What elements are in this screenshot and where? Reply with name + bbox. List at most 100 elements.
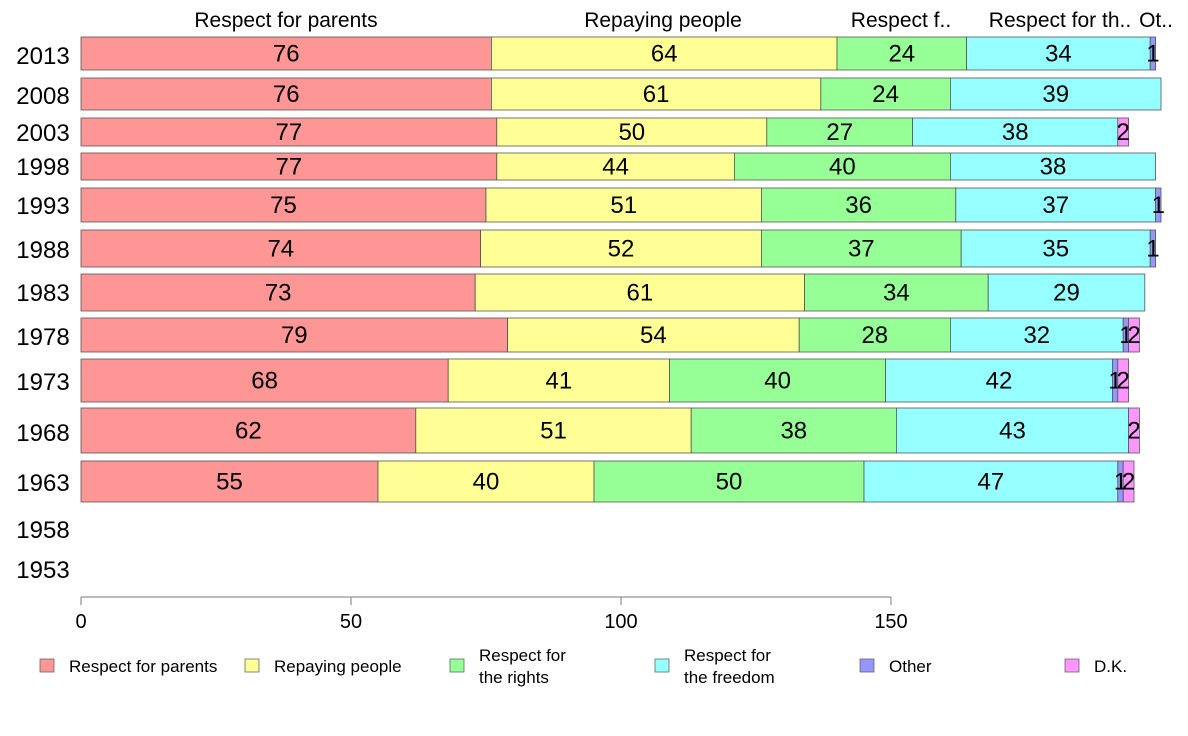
category-label-1978: 1978 [16, 324, 69, 351]
bar-2008-repaying-people [490, 77, 822, 111]
bar-1993-respect-for-the-rights [761, 187, 957, 223]
legend-swatch-other [859, 658, 875, 673]
data-label-1983-repaying-people: 61 [627, 280, 654, 307]
bar-1973-d-k [1117, 358, 1130, 403]
legend-item-repaying-people: Repaying people [244, 657, 402, 676]
data-label-1983-respect-for-the-rights: 34 [883, 280, 910, 307]
bar-1988-respect-for-the-freedom [960, 229, 1151, 268]
data-label-1988-respect-for-the-rights: 37 [848, 236, 875, 263]
data-label-2008-respect-for-parents: 76 [273, 81, 300, 108]
x-tick-label-150: 150 [874, 611, 907, 633]
bar-1998-respect-for-parents [80, 152, 498, 181]
bar-1968-repaying-people [415, 407, 692, 454]
legend-swatch-respect-for-parents [39, 658, 55, 673]
legend-label-respect-for-parents: Respect for parents [69, 657, 217, 676]
bar-1973-respect-for-the-freedom [885, 358, 1113, 403]
data-label-1968-respect-for-the-freedom: 43 [999, 418, 1026, 445]
data-label-1998-repaying-people: 44 [602, 154, 629, 181]
column-header-repaying-people: Repaying people [584, 9, 742, 32]
bar-1983-respect-for-the-rights [804, 273, 989, 312]
legend-swatch-repaying-people [244, 658, 260, 673]
data-label-2003-repaying-people: 50 [618, 119, 645, 146]
bar-2003-repaying-people [496, 117, 768, 147]
bar-2013-repaying-people [490, 36, 838, 71]
legend-item-d-k: D.K. [1064, 657, 1127, 676]
bar-2013-respect-for-parents [80, 36, 492, 71]
bar-1993-other [1155, 187, 1162, 223]
legend-item-respect-for-parents: Respect for parents [39, 657, 217, 676]
data-label-1993-other: 1 [1152, 192, 1165, 219]
data-label-2008-respect-for-the-freedom: 39 [1042, 81, 1069, 108]
bar-1973-respect-for-the-rights [669, 358, 886, 403]
bar-1993-respect-for-parents [80, 187, 487, 223]
bar-1998-repaying-people [496, 152, 735, 181]
bar-2008-respect-for-the-freedom [950, 77, 1162, 111]
data-label-1963-d-k: 2 [1122, 469, 1135, 496]
legend-swatch-d-k [1064, 658, 1080, 673]
x-tick-label-50: 50 [340, 611, 362, 633]
bar-1973-respect-for-parents [80, 358, 449, 403]
bar-1993-repaying-people [485, 187, 762, 223]
column-header-ot: Ot.. [1139, 9, 1173, 32]
bar-2003-respect-for-the-rights [766, 117, 913, 147]
legend-item-respect-for-the-rights: Respect for the rights [449, 646, 566, 687]
data-label-1988-respect-for-the-freedom: 35 [1042, 236, 1069, 263]
legend: Respect for parents Repaying people Respec… [39, 646, 1127, 687]
category-label-1973: 1973 [16, 369, 69, 396]
column-headers: Respect for parents Repaying people Respec… [194, 9, 1173, 32]
legend-item-other: Other [859, 657, 932, 676]
data-label-1983-respect-for-the-freedom: 29 [1053, 280, 1080, 307]
bar-2003-respect-for-parents [80, 117, 498, 147]
column-header-respect-for-th: Respect for th.. [989, 9, 1131, 32]
data-label-1968-respect-for-parents: 62 [235, 418, 262, 445]
legend-label-other: Other [889, 657, 932, 676]
data-label-1998-respect-for-the-freedom: 38 [1040, 154, 1067, 181]
x-tick-label-100: 100 [604, 611, 637, 633]
bar-1963-respect-for-parents [80, 460, 379, 503]
category-label-2008: 2008 [16, 83, 69, 110]
data-label-1988-respect-for-parents: 74 [267, 236, 294, 263]
data-label-2013-repaying-people: 64 [651, 41, 678, 68]
category-label-1963: 1963 [16, 470, 69, 497]
data-label-1988-other: 1 [1146, 236, 1159, 263]
data-label-2003-respect-for-the-freedom: 38 [1002, 119, 1029, 146]
bar-2003-respect-for-the-freedom [912, 117, 1119, 147]
data-label-1963-respect-for-the-rights: 50 [716, 469, 743, 496]
data-label-1963-respect-for-the-freedom: 47 [978, 469, 1005, 496]
bar-1988-respect-for-parents [80, 229, 482, 268]
data-label-2003-respect-for-the-rights: 27 [826, 119, 853, 146]
data-label-2013-respect-for-the-freedom: 34 [1045, 41, 1072, 68]
data-label-2003-respect-for-parents: 77 [276, 119, 303, 146]
bar-1978-repaying-people [507, 317, 800, 353]
bar-1963-respect-for-the-rights [593, 460, 865, 503]
data-label-1973-d-k: 2 [1117, 368, 1130, 395]
bar-1988-other [1149, 229, 1156, 268]
bar-1973-repaying-people [447, 358, 671, 403]
data-label-1978-repaying-people: 54 [640, 322, 667, 349]
bar-1963-d-k [1122, 460, 1135, 503]
data-label-1968-d-k: 2 [1127, 418, 1140, 445]
bar-2008-respect-for-parents [80, 77, 492, 111]
data-label-2008-respect-for-the-rights: 24 [872, 81, 899, 108]
data-label-1998-respect-for-the-rights: 40 [829, 154, 856, 181]
bar-1993-respect-for-the-freedom [955, 187, 1156, 223]
legend-item-respect-for-the-freedom: Respect for the freedom [654, 646, 775, 687]
data-label-1993-repaying-people: 51 [610, 192, 637, 219]
bar-1988-repaying-people [480, 229, 762, 268]
bar-2013-other [1149, 36, 1156, 71]
bar-1983-respect-for-parents [80, 273, 476, 312]
category-label-1998: 1998 [16, 154, 69, 181]
data-label-1968-repaying-people: 51 [540, 418, 567, 445]
legend-label-respect-for-the-freedom: Respect for the freedom [684, 646, 775, 687]
category-label-1983: 1983 [16, 280, 69, 307]
legend-label-repaying-people: Repaying people [274, 657, 402, 676]
category-label-1988: 1988 [16, 237, 69, 264]
bar-1983-respect-for-the-freedom [987, 273, 1146, 312]
bar-1963-respect-for-the-freedom [863, 460, 1119, 503]
category-label-1968: 1968 [16, 420, 69, 447]
column-header-respect-f: Respect f.. [851, 9, 951, 32]
data-label-1968-respect-for-the-rights: 38 [780, 418, 807, 445]
data-label-1978-d-k: 2 [1127, 322, 1140, 349]
